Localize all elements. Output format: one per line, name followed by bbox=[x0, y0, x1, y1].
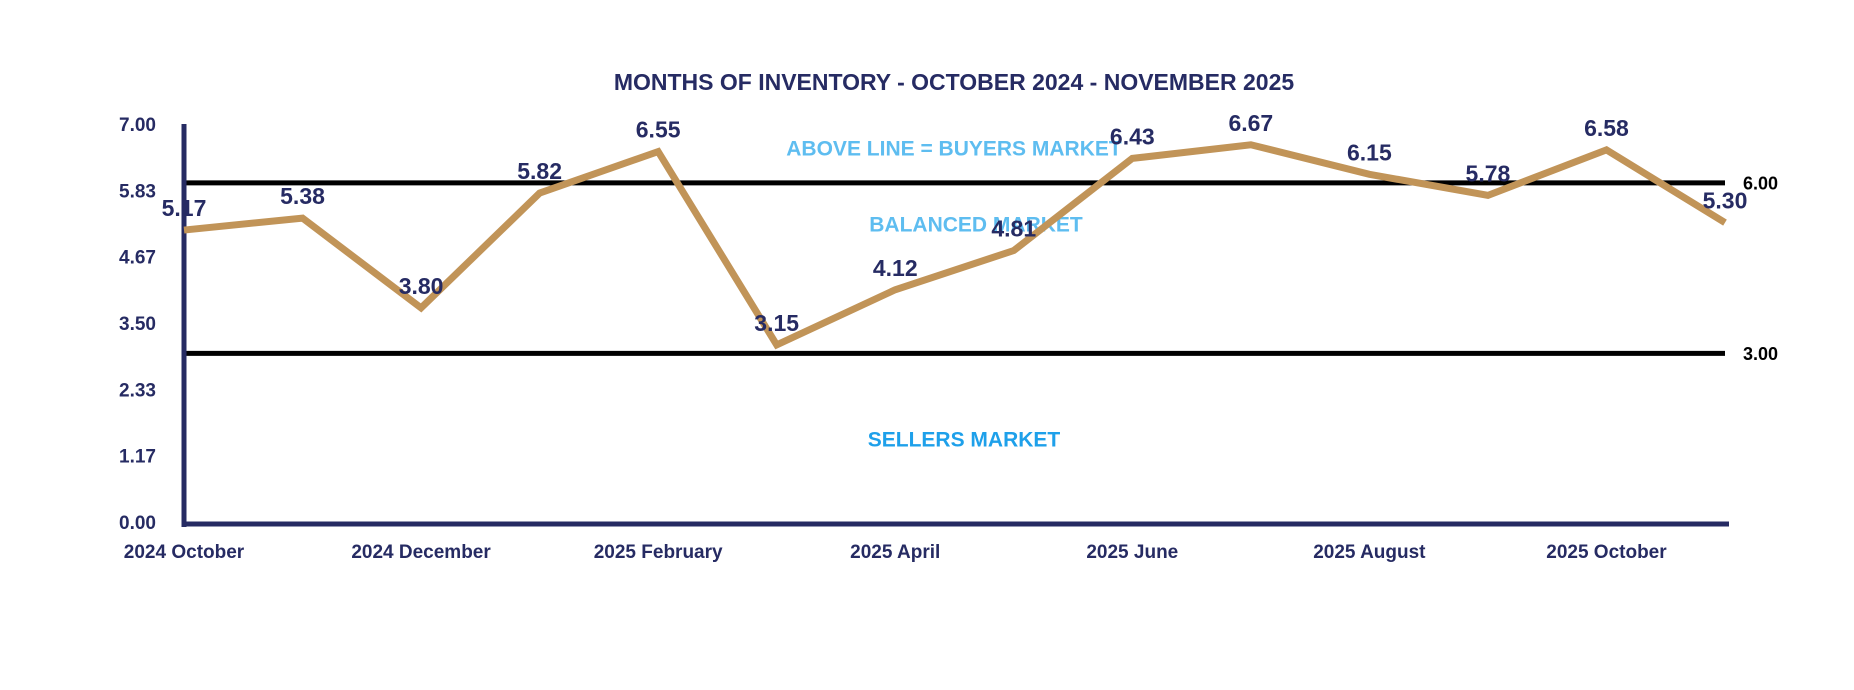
annotation: BALANCED MARKET bbox=[869, 214, 1083, 237]
data-label: 5.78 bbox=[1466, 160, 1511, 186]
x-tick-label: 2024 December bbox=[351, 542, 491, 563]
x-tick-label: 2025 August bbox=[1313, 542, 1426, 563]
y-tick-label: 4.67 bbox=[119, 247, 156, 268]
data-label: 3.80 bbox=[399, 273, 444, 299]
data-label: 5.30 bbox=[1703, 188, 1748, 214]
data-label: 6.43 bbox=[1110, 123, 1155, 149]
x-tick-label: 2025 June bbox=[1086, 542, 1178, 563]
data-label: 5.82 bbox=[517, 158, 562, 184]
chart-title: MONTHS OF INVENTORY - OCTOBER 2024 - NOV… bbox=[614, 69, 1295, 95]
data-label: 6.58 bbox=[1584, 115, 1629, 141]
y-tick-label: 5.83 bbox=[119, 182, 156, 203]
data-label: 4.81 bbox=[991, 216, 1036, 242]
data-line bbox=[183, 141, 1727, 350]
y-tick-label: 1.17 bbox=[119, 446, 156, 467]
x-tick-label: 2025 October bbox=[1546, 542, 1667, 563]
reference-label: 3.00 bbox=[1743, 344, 1778, 364]
data-label: 5.17 bbox=[162, 195, 207, 221]
data-label: 3.15 bbox=[754, 310, 799, 336]
y-tick-label: 2.33 bbox=[119, 381, 156, 402]
y-tick-label: 0.00 bbox=[119, 513, 156, 534]
y-tick-label: 7.00 bbox=[119, 115, 156, 136]
data-label: 6.15 bbox=[1347, 139, 1392, 165]
annotation: SELLERS MARKET bbox=[868, 429, 1061, 452]
data-label: 4.12 bbox=[873, 255, 918, 281]
x-tick-label: 2024 October bbox=[124, 542, 245, 563]
x-tick-label: 2025 April bbox=[850, 542, 940, 563]
data-label: 6.67 bbox=[1228, 110, 1273, 136]
data-label: 5.38 bbox=[280, 183, 325, 209]
y-tick-label: 3.50 bbox=[119, 314, 156, 335]
annotation: ABOVE LINE = BUYERS MARKET bbox=[786, 138, 1122, 161]
reference-label: 6.00 bbox=[1743, 174, 1778, 194]
data-label: 6.55 bbox=[636, 117, 681, 143]
x-tick-label: 2025 February bbox=[594, 542, 723, 563]
